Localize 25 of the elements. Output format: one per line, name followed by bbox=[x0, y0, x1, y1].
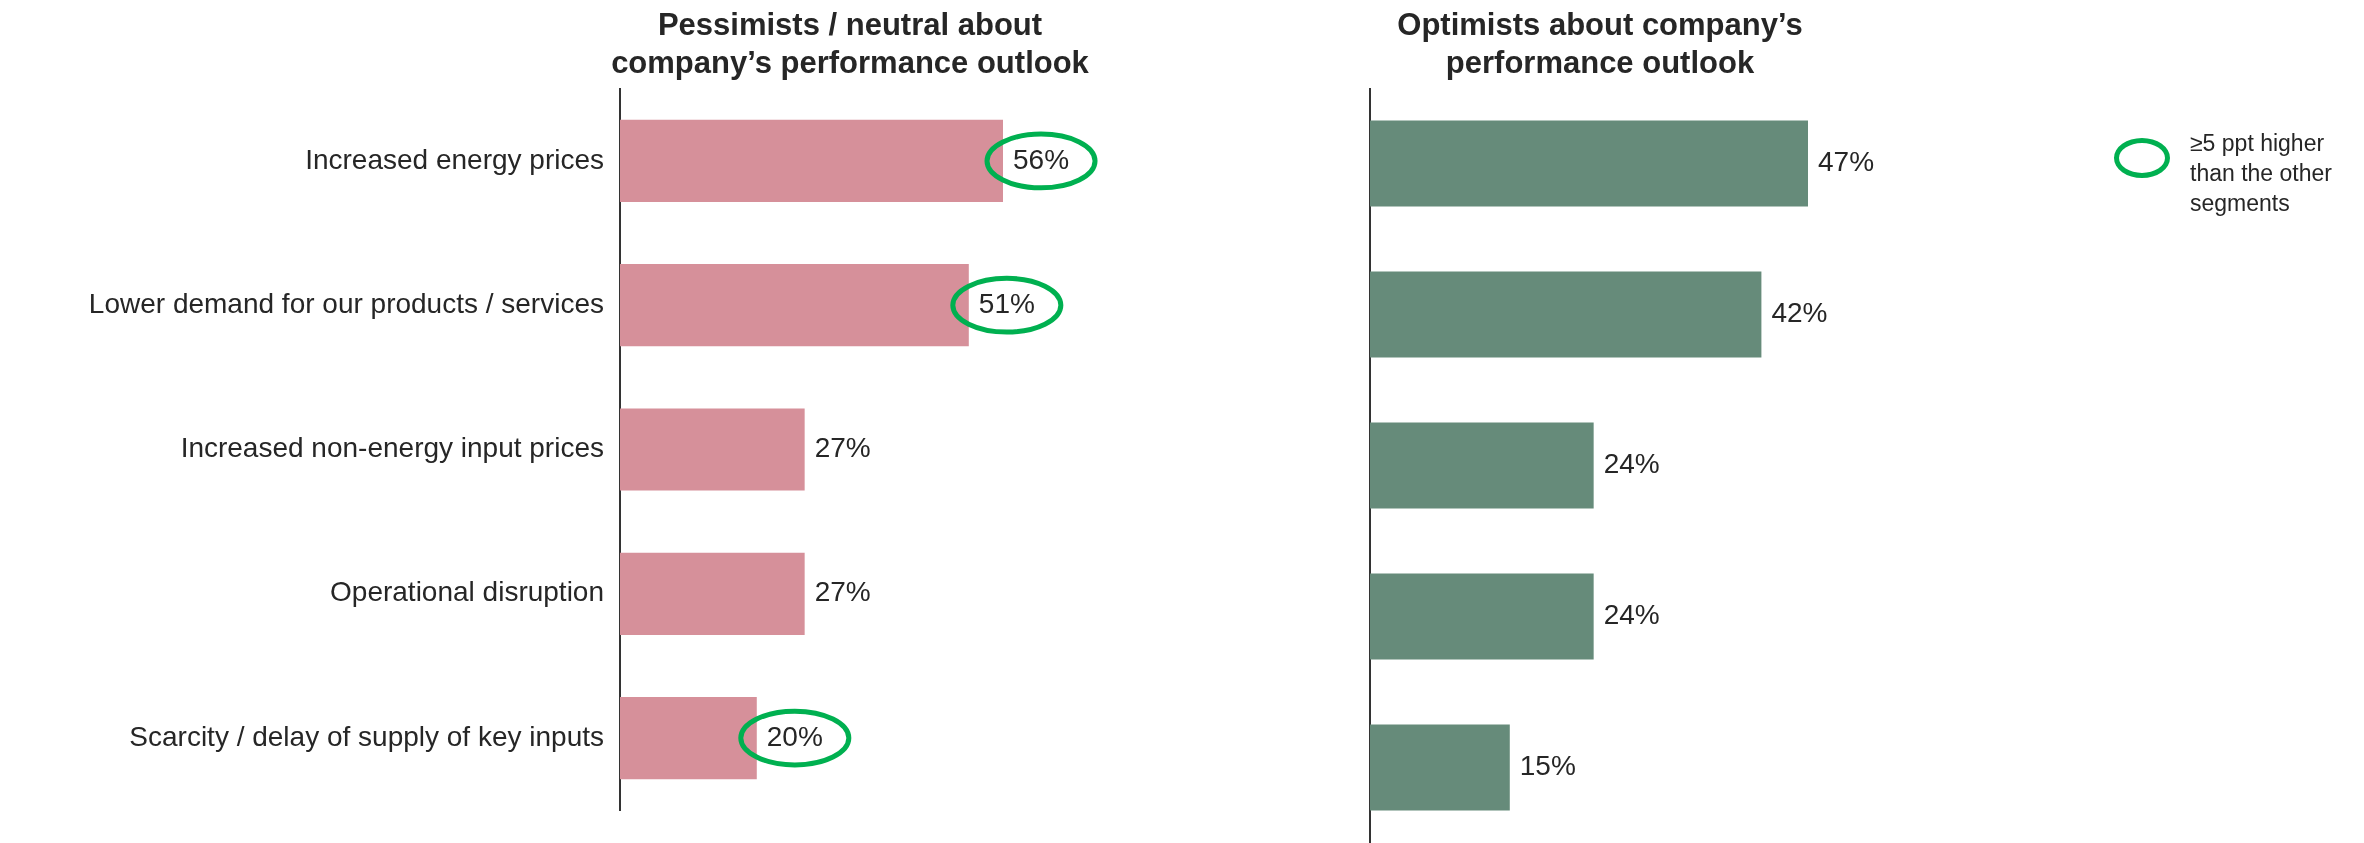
annotation: 51% bbox=[978, 287, 1035, 319]
bar bbox=[620, 552, 805, 635]
chart-title: Optimists about company’s performance outlook bbox=[1396, 6, 1804, 82]
bar bbox=[1370, 120, 1808, 207]
chart-title: Pessimists / neutral about company’s performance outlook bbox=[610, 6, 1090, 82]
data-label: 42% bbox=[1771, 297, 1828, 329]
bar bbox=[1370, 271, 1762, 358]
text: ≥5 ppt higher than the other segments bbox=[2190, 129, 2333, 218]
bar bbox=[620, 408, 805, 491]
y-tick-label: Lower demand for our products / services bbox=[88, 287, 604, 319]
data-label: 15% bbox=[1519, 750, 1576, 782]
bar bbox=[1370, 422, 1594, 509]
y-tick-label: Operational disruption bbox=[330, 576, 604, 608]
annotation: 56% bbox=[1013, 143, 1070, 175]
annotation: 20% bbox=[766, 720, 823, 752]
data-label: 27% bbox=[814, 432, 871, 464]
y-tick-label: Increased energy prices bbox=[305, 143, 604, 175]
bar bbox=[1370, 573, 1594, 660]
data-label: 47% bbox=[1818, 146, 1875, 178]
data-label: 24% bbox=[1603, 599, 1660, 631]
y-tick-label: Increased non-energy input prices bbox=[180, 432, 604, 464]
y-tick-label: Scarcity / delay of supply of key inputs bbox=[129, 720, 604, 752]
data-label: 27% bbox=[814, 576, 871, 608]
bar bbox=[1370, 724, 1510, 811]
data-label: 24% bbox=[1603, 448, 1660, 480]
